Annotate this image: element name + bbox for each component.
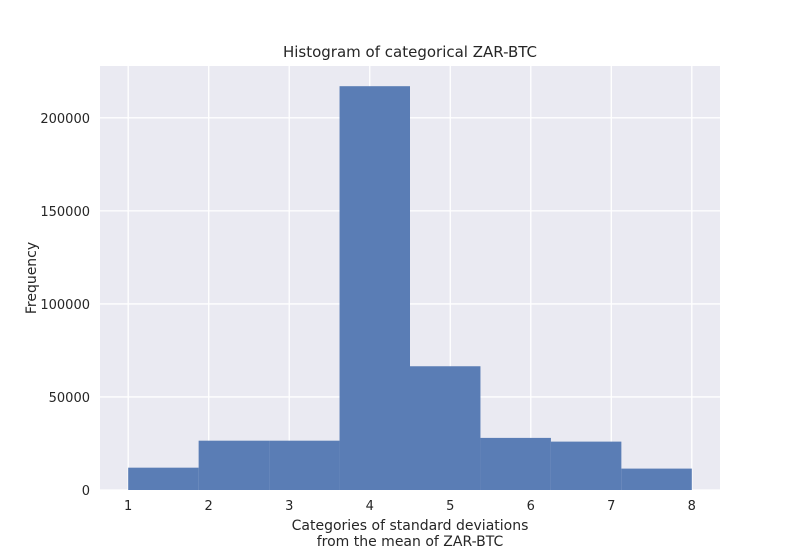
histogram-bar (410, 366, 481, 490)
x-tick-label: 7 (607, 499, 615, 514)
y-tick-label: 150000 (40, 205, 90, 220)
histogram-bar (480, 437, 551, 490)
bars (128, 86, 692, 490)
histogram-bar (269, 440, 340, 490)
x-tick-label: 6 (527, 499, 535, 514)
y-tick-label: 100000 (40, 298, 90, 313)
histogram-bar (198, 440, 270, 490)
y-tick-label: 0 (82, 484, 90, 499)
x-tick-label: 1 (124, 499, 132, 514)
x-tick-label: 8 (688, 499, 696, 514)
y-tick-label: 50000 (49, 391, 90, 406)
x-axis-label-line-2: from the mean of ZAR-BTC (317, 534, 504, 550)
chart-title: Histogram of categorical ZAR-BTC (283, 43, 537, 61)
histogram-bar (550, 441, 622, 490)
x-tick-label: 5 (446, 499, 454, 514)
x-tick-label: 2 (205, 499, 213, 514)
x-tick-label: 3 (285, 499, 293, 514)
y-tick-label: 200000 (40, 112, 90, 127)
histogram-bar (128, 467, 199, 490)
histogram-bar (621, 468, 692, 490)
y-axis-label: Frequency (24, 242, 40, 314)
tick-labels: 1 2 3 4 5 6 7 8 0 50000 100000 150000 200000 (40, 112, 696, 514)
x-axis-label-line-1: Categories of standard deviations (292, 518, 529, 534)
histogram-bar (339, 86, 410, 490)
x-tick-label: 4 (366, 499, 374, 514)
